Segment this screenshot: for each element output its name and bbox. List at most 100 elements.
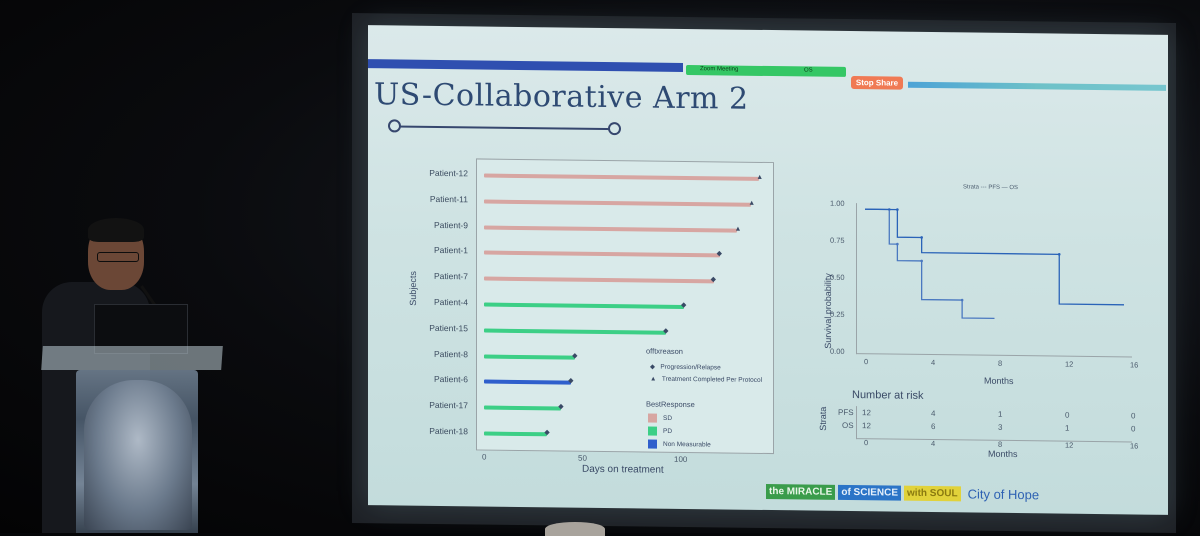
slide-title: US-Collaborative Arm 2	[374, 77, 749, 117]
swimmer-row: Patient-4 ◆	[368, 292, 788, 317]
swimmer-bar	[484, 225, 738, 233]
swimmer-bar	[484, 354, 576, 360]
zoom-bar-left-label: Zoom Meeting	[700, 66, 739, 73]
swimmer-bar	[484, 276, 714, 284]
speaker-glasses	[97, 252, 139, 262]
km-censor-point	[960, 298, 964, 302]
logo-soul: with SOUL	[904, 485, 961, 502]
zoom-share-bar[interactable]: Zoom Meeting OS	[686, 64, 846, 77]
swimmer-bar	[484, 173, 760, 181]
diamond-marker: ◆	[572, 352, 578, 360]
km-censor-point	[920, 259, 923, 263]
swimmer-bar	[484, 250, 720, 258]
risk-y-label: Strata	[818, 406, 828, 431]
stop-share-button[interactable]: Stop Share	[851, 76, 903, 90]
risk-value: 0	[1065, 410, 1070, 420]
diamond-marker: ◆	[680, 301, 687, 310]
swimmer-bar	[484, 199, 752, 207]
patient-label: Patient-6	[433, 374, 468, 385]
swimmer-x-label: Days on treatment	[582, 463, 664, 476]
diamond-marker: ◆	[663, 327, 669, 335]
km-x-tick: 8	[998, 358, 1003, 368]
city-of-hope-logos: the MIRACLE of SCIENCE with SOUL City of Ho…	[766, 483, 1042, 503]
legend-reason-progression-label: Progression/Relapse	[660, 363, 721, 372]
swimmer-row: Patient-17 ◆	[368, 395, 788, 420]
risk-x-tick: 4	[931, 438, 936, 449]
patient-label: Patient-1	[433, 245, 468, 256]
swimmer-row: Patient-18 ◆	[368, 421, 788, 446]
swimmer-x-tick: 100	[674, 454, 688, 465]
triangle-marker: ▲	[748, 199, 756, 207]
diamond-marker: ◆	[558, 403, 564, 411]
risk-value: 12	[862, 421, 871, 431]
logo-city-of-hope: City of Hope	[967, 486, 1040, 503]
risk-value: 1	[1065, 423, 1070, 433]
patient-label: Patient-4	[433, 296, 468, 308]
patient-label: Patient-18	[429, 425, 468, 437]
patient-label: Patient-11	[429, 193, 468, 205]
swimmer-bar	[484, 302, 684, 309]
patient-label: Patient-12	[429, 167, 468, 179]
patient-label: Patient-9	[433, 219, 468, 230]
km-y-tick: 1.00	[830, 198, 845, 208]
km-censor-point	[896, 208, 899, 211]
km-strata-legend: Strata --- PFS — OS	[963, 184, 1019, 192]
swimmer-x-tick: 50	[578, 453, 587, 463]
legend-response-title: BestResponse	[646, 399, 695, 410]
risk-x-tick: 0	[864, 438, 869, 448]
diamond-marker: ◆	[710, 276, 717, 284]
swimmer-y-label: Subjects	[408, 271, 418, 306]
legend-reason-title: offtxreason	[646, 346, 683, 356]
risk-table-title: Number at risk	[852, 389, 924, 402]
triangle-marker: ▲	[734, 225, 742, 233]
km-y-label: Survival probability	[823, 273, 833, 349]
speaker-hair	[88, 218, 144, 242]
diamond-marker: ◆	[544, 429, 550, 437]
risk-value: 6	[931, 421, 936, 432]
legend-response-nm: Non Measurable	[648, 439, 711, 450]
km-x-tick: 4	[931, 357, 936, 368]
logo-miracle: the MIRACLE	[766, 483, 836, 500]
risk-value: 3	[998, 422, 1003, 432]
swimmer-row: Patient-8 ◆	[368, 344, 788, 369]
patient-label: Patient-15	[429, 322, 468, 334]
swimmer-bar	[484, 379, 572, 385]
risk-row-pfs-label: PFS	[838, 407, 854, 418]
km-y-tick: 0.75	[830, 235, 845, 245]
swimmer-row: Patient-1 ◆	[368, 241, 788, 266]
zoom-bar-right-label: OS	[804, 67, 813, 74]
risk-value: 0	[1131, 424, 1136, 434]
km-censor-point	[896, 242, 899, 246]
km-x-label: Months	[984, 375, 1014, 386]
triangle-marker: ▲	[756, 173, 764, 181]
swimmer-x-tick: 0	[482, 452, 487, 462]
km-censor-point	[920, 236, 923, 239]
sd-swatch	[648, 413, 657, 423]
slide-color-strip	[908, 81, 1166, 91]
km-curves	[865, 208, 1124, 320]
km-censor-point	[1057, 253, 1061, 256]
legend-response-sd-label: SD	[663, 414, 673, 423]
swimmer-row: Patient-11 ▲	[368, 189, 788, 214]
km-x-tick: 16	[1130, 360, 1139, 370]
risk-table-area	[856, 406, 1132, 443]
logo-science: of SCIENCE	[838, 484, 902, 501]
swimmer-bar	[484, 328, 667, 335]
swimmer-bar	[484, 431, 548, 437]
podium-top	[41, 346, 223, 370]
swimmer-row: Patient-12 ▲	[368, 163, 788, 188]
risk-value: 1	[998, 409, 1003, 419]
risk-value: 12	[862, 408, 871, 418]
legend-response-sd: SD	[648, 413, 673, 423]
slide-top-bar	[368, 59, 683, 72]
km-curve-os	[865, 208, 1124, 306]
km-x-tick: 0	[864, 357, 869, 367]
legend-reason-progression: ◆ Progression/Relapse	[650, 363, 721, 372]
risk-x-tick: 8	[998, 439, 1003, 449]
km-curve-pfs	[865, 208, 995, 320]
km-plot-area	[856, 203, 1132, 358]
risk-value: 0	[1131, 411, 1136, 421]
podium-artwork	[84, 380, 192, 530]
swimmer-row: Patient-15 ◆	[368, 318, 788, 343]
legend-response-nm-label: Non Measurable	[663, 440, 711, 449]
